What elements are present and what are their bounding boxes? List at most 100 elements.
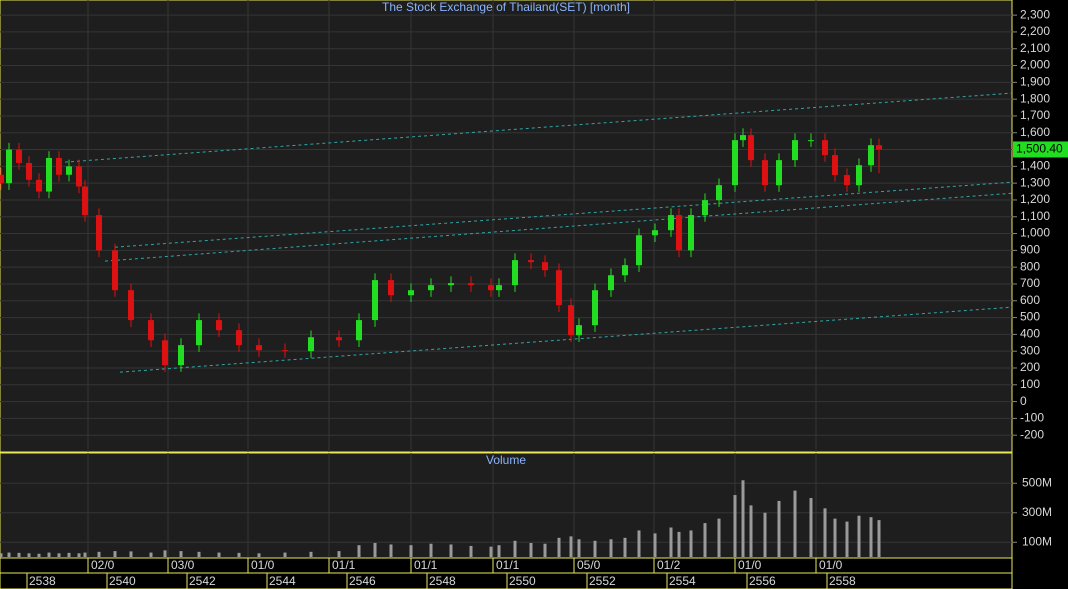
candle-body	[16, 149, 22, 163]
candle-body	[702, 200, 708, 216]
volume-bar	[833, 518, 837, 557]
candle-body	[528, 260, 534, 263]
candle-body	[576, 325, 582, 336]
y-tick-label: 1,700	[1020, 108, 1050, 122]
y-tick-label: 1,800	[1020, 91, 1050, 105]
y-tick-label: 2,000	[1020, 58, 1050, 72]
trend-line	[119, 306, 1013, 373]
candle-body	[336, 337, 342, 341]
candle-body	[856, 165, 862, 186]
x-tick-label: 01/0	[819, 558, 843, 572]
candle-body	[832, 155, 838, 176]
x-tick-label: 01/1	[496, 558, 520, 572]
volume-bar	[217, 552, 221, 557]
candle-body	[762, 160, 768, 186]
volume-bar	[47, 552, 51, 557]
candle-body	[96, 215, 102, 251]
x-tick-label: 2550	[509, 574, 536, 588]
candle-body	[372, 280, 378, 321]
candle-body	[26, 162, 32, 180]
candle-body	[178, 345, 184, 366]
x-tick-label: 2558	[829, 574, 856, 588]
volume-bar	[37, 553, 41, 557]
candle-body	[112, 250, 118, 291]
volume-bar	[569, 536, 573, 557]
y-tick-label: 1,600	[1020, 125, 1050, 139]
candle-body	[868, 145, 874, 166]
candle-body	[676, 215, 682, 251]
x-tick-label: 2548	[429, 574, 456, 588]
candle-body	[6, 149, 12, 184]
volume-bar	[283, 552, 287, 557]
volume-bar	[389, 544, 393, 557]
volume-bar	[67, 552, 71, 557]
volume-bar	[557, 537, 561, 557]
candle-body	[592, 290, 598, 326]
candle-body	[0, 174, 5, 184]
x-tick-label: 2546	[349, 574, 376, 588]
candle-body	[716, 185, 722, 201]
y-tick-label: 900	[1020, 243, 1040, 257]
volume-bar	[17, 552, 21, 557]
volume-title: Volume	[486, 453, 526, 467]
volume-bar	[129, 551, 133, 557]
volume-bar	[27, 553, 31, 557]
x-tick-label: 2544	[269, 574, 296, 588]
candle-body	[732, 140, 738, 186]
x-tick-label: 01/1	[332, 558, 356, 572]
candle-body	[216, 320, 222, 331]
price-panel	[0, 0, 1013, 453]
volume-bar	[513, 540, 517, 557]
candle-body	[46, 157, 52, 192]
volume-bar	[149, 552, 153, 557]
volume-bar	[373, 542, 377, 557]
x-tick-label: 01/2	[657, 558, 681, 572]
candle-body	[162, 340, 168, 366]
y-tick-label: 0	[1020, 394, 1027, 408]
volume-bar	[179, 551, 183, 557]
x-tick-label: 05/0	[577, 558, 601, 572]
marks	[0, 92, 1013, 557]
candle-body	[388, 280, 394, 296]
volume-bar	[777, 500, 781, 557]
volume-bar	[669, 527, 673, 557]
candle-body	[128, 290, 134, 321]
candle-body	[196, 320, 202, 346]
volume-bar	[257, 553, 261, 557]
candle-body	[568, 305, 574, 336]
volume-bar	[733, 495, 737, 557]
y-tick-label: 500	[1020, 310, 1040, 324]
candle-body	[468, 283, 474, 286]
candle-body	[308, 337, 314, 352]
volume-bar	[845, 521, 849, 557]
candle-body	[808, 140, 814, 142]
volume-bar	[429, 543, 433, 557]
volume-bar	[857, 515, 861, 557]
candle-body	[82, 186, 88, 216]
volume-bar	[741, 480, 745, 557]
volume-bar	[637, 530, 641, 557]
candle-body	[56, 157, 62, 175]
volume-bar	[469, 545, 473, 557]
volume-bar	[809, 497, 813, 557]
candle-body	[636, 235, 642, 266]
candle-body	[36, 179, 42, 192]
candle-body	[740, 135, 746, 141]
candle-body	[668, 215, 674, 231]
y-tick-label: 700	[1020, 276, 1040, 290]
volume-bar	[823, 508, 827, 557]
y-tick-label: 1,000	[1020, 226, 1050, 240]
volume-bar	[197, 551, 201, 557]
candle-body	[236, 330, 242, 346]
x-tick-label: 2552	[589, 574, 616, 588]
candle-body	[652, 230, 658, 236]
volume-bar	[623, 537, 627, 557]
candle-body	[66, 166, 72, 175]
chart-title: The Stock Exchange of Thailand(SET) [mon…	[382, 0, 630, 14]
volume-bar	[337, 551, 341, 557]
volume-bar	[497, 545, 501, 557]
last-price-box	[1013, 141, 1068, 158]
volume-bar	[653, 533, 657, 557]
